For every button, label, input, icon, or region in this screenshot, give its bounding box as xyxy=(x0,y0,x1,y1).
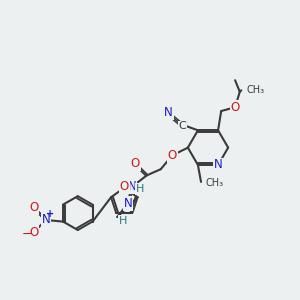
Text: N: N xyxy=(214,158,223,172)
Text: CH₃: CH₃ xyxy=(206,178,224,188)
Text: CH₃: CH₃ xyxy=(247,85,265,95)
Text: H: H xyxy=(136,184,144,194)
Text: N: N xyxy=(164,106,172,119)
Text: O: O xyxy=(29,226,38,239)
Text: O: O xyxy=(130,157,140,170)
Text: N: N xyxy=(124,196,133,210)
Text: C: C xyxy=(178,122,186,131)
Text: O: O xyxy=(120,180,129,194)
Text: O: O xyxy=(168,149,177,162)
Text: O: O xyxy=(29,201,38,214)
Text: +: + xyxy=(46,209,54,219)
Text: N: N xyxy=(42,213,50,226)
Text: −: − xyxy=(22,228,33,241)
Text: O: O xyxy=(230,101,240,114)
Text: H: H xyxy=(119,216,128,226)
Text: N: N xyxy=(128,180,136,193)
